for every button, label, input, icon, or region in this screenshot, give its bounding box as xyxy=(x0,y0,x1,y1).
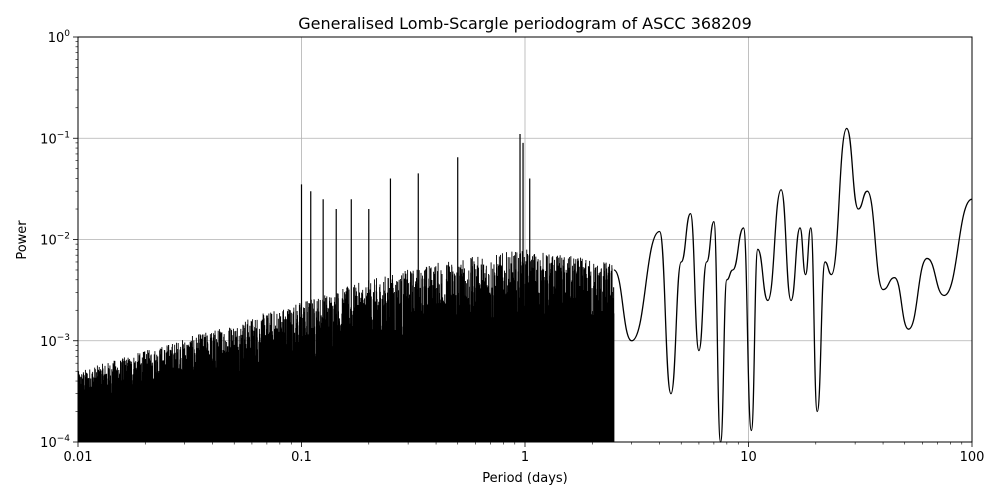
y-axis-ticks: 10−4 10−3 10−2 10−1 100 xyxy=(40,29,78,451)
y-tick-label: 10−2 xyxy=(40,232,70,249)
x-tick-label: 0.01 xyxy=(64,450,93,465)
chart-title: Generalised Lomb-Scargle periodogram of … xyxy=(298,14,752,33)
x-tick-label: 100 xyxy=(960,450,985,465)
x-tick-label: 1 xyxy=(521,450,529,465)
noise-trace xyxy=(77,249,615,443)
y-tick-label: 10−4 xyxy=(40,434,70,451)
y-tick-label: 10−3 xyxy=(40,333,70,350)
x-tick-label: 10 xyxy=(740,450,757,465)
x-tick-label: 0.1 xyxy=(291,450,312,465)
periodogram-series xyxy=(77,127,973,443)
y-axis-label: Power xyxy=(15,220,30,260)
smooth-trace xyxy=(613,127,973,443)
y-tick-label: 10−1 xyxy=(40,130,70,147)
x-axis-label: Period (days) xyxy=(482,471,568,486)
x-axis-ticks: 0.01 0.1 1 10 100 xyxy=(64,442,985,465)
y-tick-label: 100 xyxy=(48,29,71,46)
